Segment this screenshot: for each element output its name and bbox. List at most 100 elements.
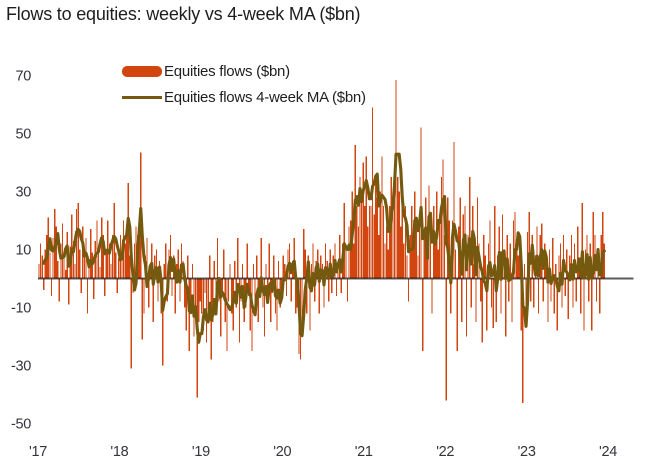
- weekly-flow-bar: [559, 243, 562, 279]
- weekly-flow-bar: [562, 235, 565, 279]
- weekly-flow-bar: [99, 266, 101, 279]
- weekly-flow-bar: [387, 249, 389, 279]
- weekly-flow-bar: [570, 235, 573, 279]
- weekly-flow-bar: [96, 220, 98, 279]
- weekly-flow-bar: [426, 249, 428, 279]
- weekly-flow-bar: [375, 177, 377, 279]
- weekly-flow-bar: [187, 255, 189, 279]
- weekly-flow-bar: [429, 220, 432, 279]
- weekly-flow-bar: [318, 278, 320, 314]
- weekly-flow-bar: [500, 278, 502, 314]
- weekly-flow-bar: [492, 278, 494, 328]
- weekly-flow-bar: [38, 264, 40, 279]
- weekly-flow-bar: [288, 243, 291, 279]
- weekly-flow-bar: [141, 278, 143, 340]
- weekly-flow-bar: [483, 235, 485, 279]
- x-axis-labels: '17 '18 '19 '20 '21 '22 '23 '24: [29, 444, 618, 460]
- weekly-flow-bar: [525, 278, 527, 308]
- weekly-flow-bar: [257, 278, 259, 322]
- weekly-flow-bar: [509, 243, 511, 279]
- y-axis-tick-label: 30: [15, 185, 31, 201]
- weekly-flow-bar: [121, 249, 123, 279]
- weekly-flow-bar: [393, 168, 396, 279]
- weekly-flow-bar: [80, 278, 82, 293]
- legend: Equities flows ($bn) Equities flows 4-we…: [122, 63, 366, 106]
- weekly-flow-bar: [506, 235, 508, 279]
- weekly-flow-bar: [443, 235, 446, 279]
- weekly-flow-bar: [86, 278, 89, 314]
- weekly-flow-bar: [575, 278, 577, 302]
- weekly-flow-bar: [434, 235, 436, 279]
- weekly-flow-bar: [254, 278, 256, 314]
- weekly-flow-bar: [179, 278, 181, 302]
- weekly-flow-bar: [401, 197, 403, 279]
- weekly-flow-bar: [74, 264, 76, 279]
- weekly-flow-bar: [423, 235, 425, 279]
- weekly-flow-bar: [475, 278, 477, 322]
- weekly-flow-bar: [379, 191, 382, 279]
- weekly-flow-bar: [304, 249, 306, 279]
- weekly-flow-bar: [517, 255, 519, 279]
- weekly-flow-bar: [353, 243, 355, 279]
- weekly-flow-bar: [417, 255, 419, 279]
- weekly-flow-bar: [572, 278, 574, 308]
- weekly-flow-bar: [237, 237, 239, 279]
- weekly-flow-bar: [555, 264, 557, 279]
- weekly-flow-bar: [495, 278, 497, 322]
- weekly-flow-bar: [409, 235, 411, 279]
- weekly-flow-bar: [548, 249, 551, 279]
- weekly-flow-bar: [445, 278, 447, 401]
- weekly-flow-bar: [381, 156, 383, 279]
- weekly-flow-bar: [370, 206, 372, 279]
- weekly-flow-bar: [373, 214, 375, 279]
- weekly-flow-bar: [133, 243, 136, 279]
- weekly-flow-bar: [147, 278, 150, 308]
- y-axis-tick-label: 10: [15, 243, 31, 259]
- bar-series-swatch: [122, 66, 162, 77]
- weekly-flow-bar: [108, 243, 111, 279]
- y-axis-tick-label: -10: [11, 301, 31, 317]
- weekly-flow-bar: [592, 211, 594, 279]
- weekly-flow-bar: [188, 278, 190, 351]
- weekly-flow-bar: [537, 278, 540, 314]
- weekly-flow-bar: [155, 249, 158, 279]
- weekly-flow-bar: [476, 197, 479, 279]
- weekly-flow-bar: [331, 278, 333, 293]
- weekly-flow-bar: [376, 197, 378, 279]
- legend-item-equities-flows: Equities flows ($bn): [122, 63, 366, 80]
- x-axis-tick-label: '19: [192, 444, 210, 460]
- weekly-flow-bar: [360, 197, 363, 279]
- weekly-flow-bar: [418, 220, 421, 279]
- weekly-flow-bar: [284, 264, 286, 279]
- weekly-flow-bar: [343, 203, 345, 279]
- weekly-flow-bar: [512, 220, 515, 279]
- weekly-flow-bar: [118, 258, 120, 279]
- weekly-flow-bar: [302, 229, 305, 279]
- weekly-flow-bar: [364, 206, 366, 279]
- weekly-flow-bar: [357, 226, 360, 279]
- weekly-flow-bar: [514, 211, 516, 279]
- weekly-flow-bar: [71, 214, 73, 279]
- weekly-flow-bar: [301, 278, 303, 322]
- y-axis-tick-label: 50: [15, 127, 31, 143]
- weekly-flow-bar: [440, 177, 443, 279]
- weekly-flow-bar: [456, 278, 458, 351]
- weekly-flow-bar: [55, 226, 57, 279]
- weekly-flow-bar: [154, 255, 156, 279]
- weekly-flow-bar: [511, 278, 513, 322]
- weekly-flow-bar: [523, 264, 526, 279]
- weekly-flow-bar: [129, 255, 131, 279]
- weekly-flow-bar: [356, 206, 358, 279]
- weekly-flow-bar: [49, 252, 51, 279]
- weekly-flow-bar: [41, 255, 43, 279]
- weekly-flow-bar: [263, 278, 266, 337]
- weekly-flow-bar: [328, 278, 330, 302]
- weekly-flow-bar: [348, 226, 350, 279]
- weekly-flow-bar: [588, 278, 590, 302]
- weekly-flow-bar: [389, 206, 391, 279]
- weekly-flow-bar: [384, 243, 386, 279]
- weekly-flow-bar: [320, 255, 322, 279]
- weekly-flow-bar: [221, 278, 223, 293]
- weekly-flow-bar: [171, 278, 173, 296]
- weekly-flow-bar: [157, 278, 159, 302]
